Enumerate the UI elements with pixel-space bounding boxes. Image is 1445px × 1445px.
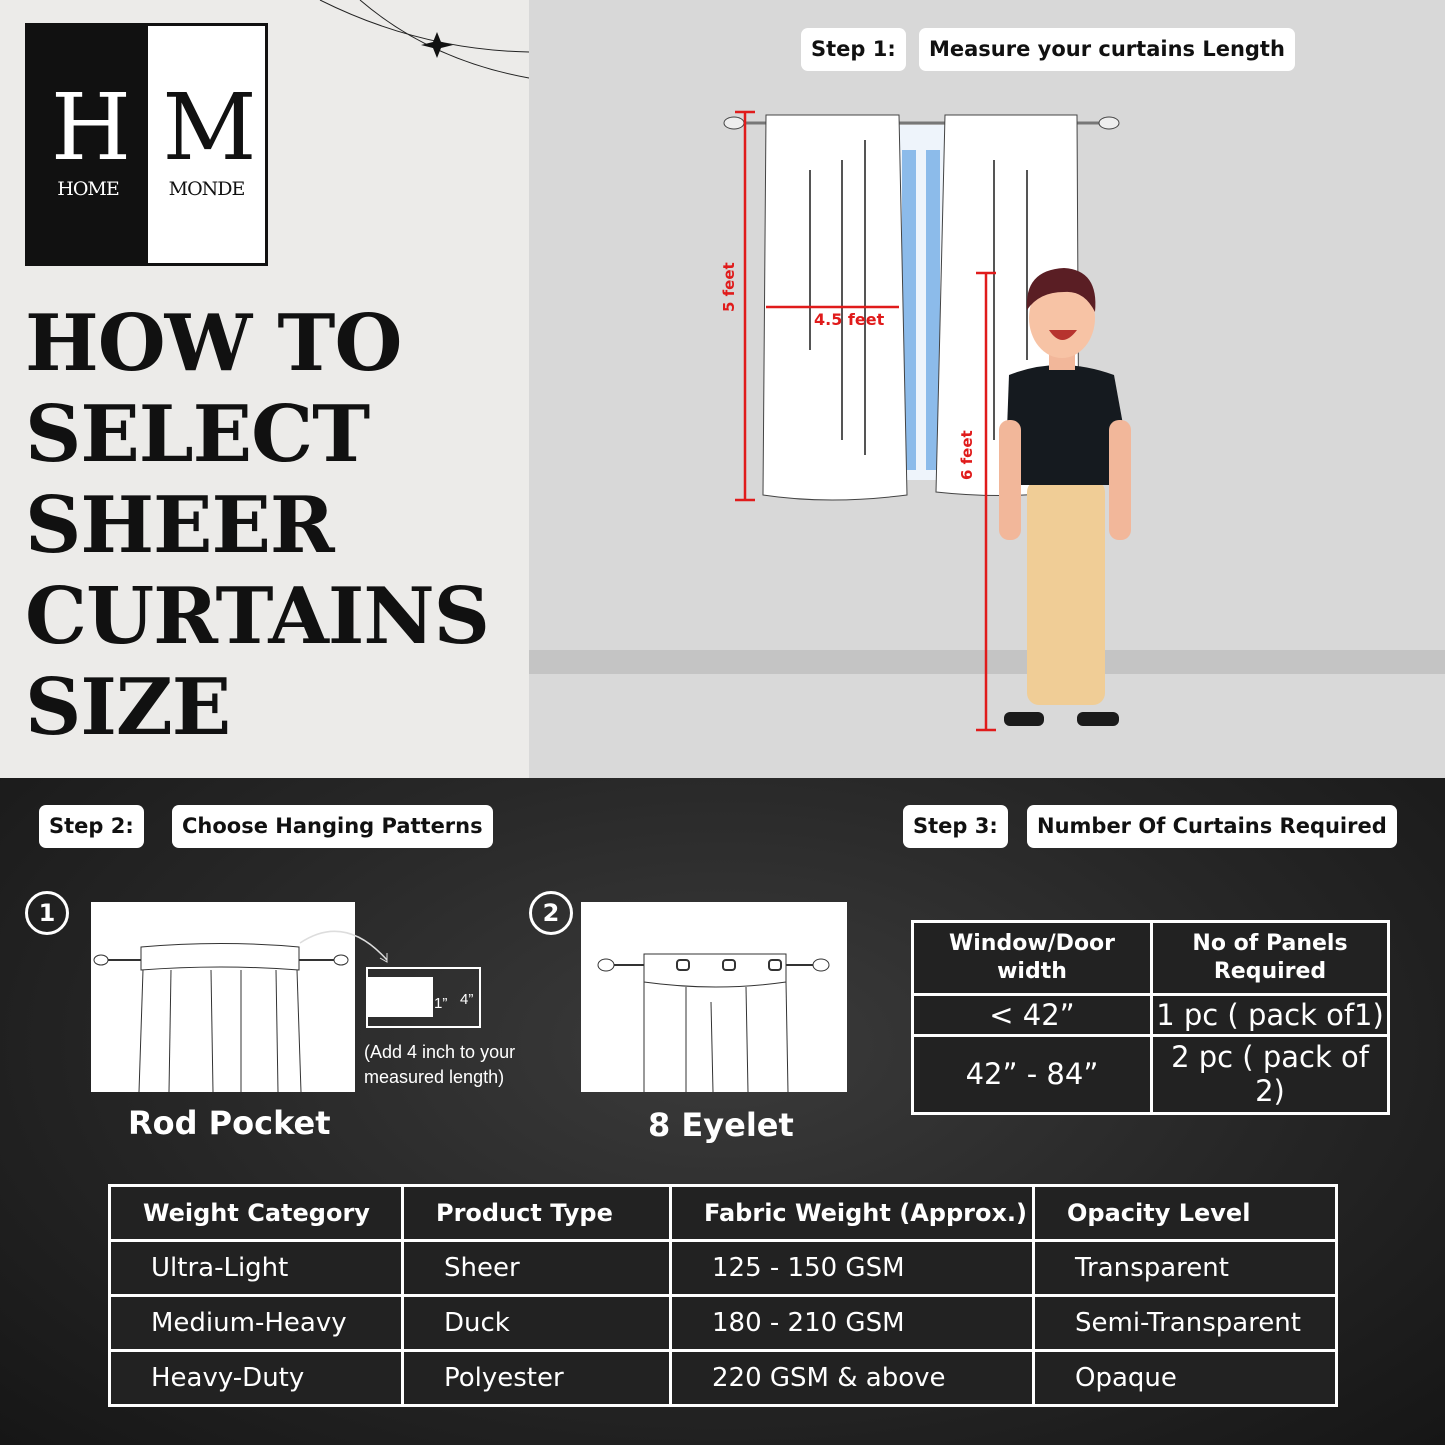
table-cell: 2 pc ( pack of 2) xyxy=(1153,1036,1387,1112)
step2-label: Step 2: xyxy=(39,805,144,848)
title-line: CURTAINS xyxy=(25,571,490,662)
table-cell: Transparent xyxy=(1035,1242,1335,1294)
width-measure-label: 4.5 feet xyxy=(814,310,885,329)
column-header: Weight Category xyxy=(111,1187,401,1239)
logo-monogram-h: H xyxy=(50,74,131,181)
title-line: SHEER xyxy=(25,480,335,571)
pocket-fabric xyxy=(368,977,433,1017)
option-number: 2 xyxy=(529,891,573,935)
page-title: HOW TO SELECT SHEER CURTAINS SIZE xyxy=(25,298,490,753)
rod-pocket-caption: Rod Pocket xyxy=(128,1104,331,1142)
table-cell: 42” - 84” xyxy=(914,1036,1150,1112)
table-header-row: Weight Category Product Type Fabric Weight… xyxy=(111,1187,1335,1239)
eyelet-illustration xyxy=(581,902,847,1092)
brand-logo: H HOME M MONDE xyxy=(25,23,268,266)
table-row: < 42” 1 pc ( pack of1) xyxy=(914,996,1387,1034)
logo-monogram-m: M xyxy=(162,74,256,181)
table-cell: Semi-Transparent xyxy=(1035,1297,1335,1349)
arrow-icon xyxy=(299,930,388,963)
title-line: SIZE xyxy=(25,662,231,753)
table-row: Heavy-Duty Polyester 220 GSM & above Opaque xyxy=(111,1352,1335,1404)
table-cell: 125 - 150 GSM xyxy=(672,1242,1032,1294)
table-cell: 180 - 210 GSM xyxy=(672,1297,1032,1349)
column-header: Fabric Weight (Approx.) xyxy=(672,1187,1032,1239)
logo-text-home: HOME xyxy=(57,178,119,200)
title-line: HOW TO xyxy=(25,298,402,389)
table-cell: Medium-Heavy xyxy=(111,1297,401,1349)
measure-lines xyxy=(735,110,996,732)
pocket-4-inch: 4” xyxy=(460,991,474,1008)
option-number: 1 xyxy=(25,891,69,935)
table-cell: Duck xyxy=(404,1297,669,1349)
table-header-row: Window/Door width No of Panels Required xyxy=(914,923,1387,993)
decorative-star-lines xyxy=(319,0,529,79)
step1-label: Step 1: xyxy=(801,28,906,71)
person-height-label: 6 feet xyxy=(958,430,976,480)
step1-text: Measure your curtains Length xyxy=(919,28,1295,71)
height-measure-label: 5 feet xyxy=(720,262,738,312)
pocket-1-inch: 1” xyxy=(434,995,448,1012)
table-cell: 220 GSM & above xyxy=(672,1352,1032,1404)
table-cell: 1 pc ( pack of1) xyxy=(1153,996,1387,1034)
title-line: SELECT xyxy=(25,389,370,480)
table-cell: Polyester xyxy=(404,1352,669,1404)
step3-label: Step 3: xyxy=(903,805,1008,848)
rod-pocket-note: (Add 4 inch to your measured length) xyxy=(364,1042,516,1087)
panels-table: Window/Door width No of Panels Required <… xyxy=(911,920,1390,1115)
eyelet-caption: 8 Eyelet xyxy=(648,1106,794,1144)
pocket-detail: 1” 4” xyxy=(366,967,481,1028)
column-header: Product Type xyxy=(404,1187,669,1239)
table-cell: Ultra-Light xyxy=(111,1242,401,1294)
table-cell: Heavy-Duty xyxy=(111,1352,401,1404)
table-row: Ultra-Light Sheer 125 - 150 GSM Transparent xyxy=(111,1242,1335,1294)
rod-pocket-illustration xyxy=(91,902,355,1092)
column-header: Window/Door width xyxy=(914,923,1150,993)
table-cell: Opaque xyxy=(1035,1352,1335,1404)
logo-text-monde: MONDE xyxy=(168,178,246,200)
table-row: 42” - 84” 2 pc ( pack of 2) xyxy=(914,1036,1387,1112)
table-cell: Sheer xyxy=(404,1242,669,1294)
table-row: Medium-Heavy Duck 180 - 210 GSM Semi-Transp… xyxy=(111,1297,1335,1349)
person xyxy=(999,268,1131,726)
step2-text: Choose Hanging Patterns xyxy=(172,805,493,848)
step3-text: Number Of Curtains Required xyxy=(1027,805,1397,848)
column-header: No of Panels Required xyxy=(1153,923,1387,993)
column-header: Opacity Level xyxy=(1035,1187,1335,1239)
weight-table: Weight Category Product Type Fabric Weight… xyxy=(108,1184,1338,1407)
curtain-measure-illustration xyxy=(723,110,1131,732)
table-cell: < 42” xyxy=(914,996,1150,1034)
